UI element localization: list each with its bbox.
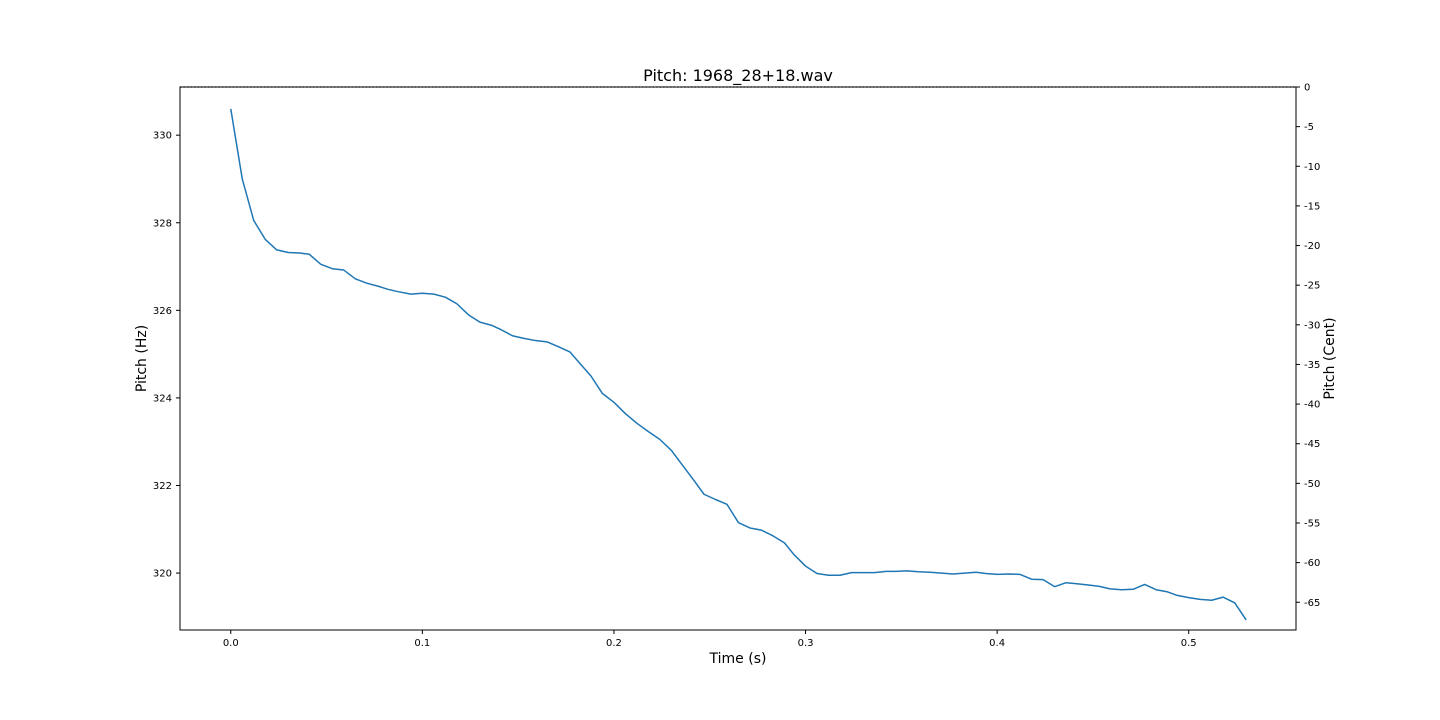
y2-tick-label: -55 xyxy=(1304,518,1320,529)
chart-title: Pitch: 1968_28+18.wav xyxy=(643,66,833,86)
y-tick-label: 320 xyxy=(153,569,172,580)
x-axis-label: Time (s) xyxy=(709,651,767,667)
x-tick-label: 0.0 xyxy=(223,638,239,649)
plot-area xyxy=(180,87,1296,630)
y2-tick-label: -5 xyxy=(1304,122,1314,133)
x-tick-label: 0.5 xyxy=(1181,638,1197,649)
y2-tick-label: -45 xyxy=(1304,439,1320,450)
y-ticks: 320 322 324 326 328 330 xyxy=(153,131,180,580)
y2-tick-label: -35 xyxy=(1304,360,1320,371)
y2-tick-label: -60 xyxy=(1304,558,1320,569)
pitch-series-line xyxy=(230,108,1247,621)
plot-frame xyxy=(179,86,1297,631)
y2-tick-label: -20 xyxy=(1304,241,1320,252)
x-tick-label: 0.2 xyxy=(606,638,622,649)
x-tick-label: 0.1 xyxy=(414,638,430,649)
y2-tick-label: -10 xyxy=(1304,162,1320,173)
y2-ticks: 0 -5 -10 -15 -20 -25 -30 -35 -40 -45 -50 -55 -60 -65 xyxy=(1296,83,1320,609)
y-tick-label: 322 xyxy=(153,481,172,492)
y2-tick-label: -65 xyxy=(1304,598,1320,609)
y2-axis-label: Pitch (Cent) xyxy=(1322,317,1338,399)
y-tick-label: 328 xyxy=(153,218,172,229)
y2-tick-label: -30 xyxy=(1304,320,1320,331)
y2-tick-label: -50 xyxy=(1304,479,1320,490)
x-tick-label: 0.4 xyxy=(989,638,1005,649)
y2-tick-label: -25 xyxy=(1304,281,1320,292)
y-tick-label: 324 xyxy=(153,393,172,404)
y-tick-label: 330 xyxy=(153,131,172,142)
y2-tick-label: 0 xyxy=(1304,83,1310,94)
x-tick-label: 0.3 xyxy=(798,638,814,649)
x-ticks: 0.0 0.1 0.2 0.3 0.4 0.5 xyxy=(223,630,1197,649)
y2-tick-label: -15 xyxy=(1304,201,1320,212)
y-tick-label: 326 xyxy=(153,306,172,317)
y-axis-label: Pitch (Hz) xyxy=(134,325,150,392)
y2-tick-label: -40 xyxy=(1304,400,1320,411)
